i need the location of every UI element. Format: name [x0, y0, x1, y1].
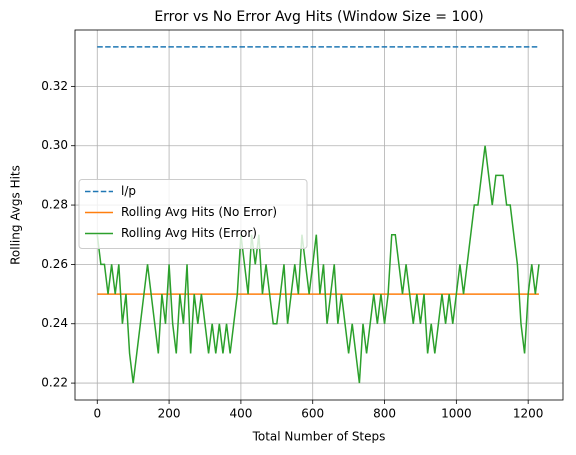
- y-axis-label: Rolling Avgs Hits: [9, 165, 23, 265]
- y-tick-label: 0.22: [41, 376, 68, 390]
- y-tick-label: 0.24: [41, 316, 68, 330]
- x-axis-label: Total Number of Steps: [252, 430, 386, 444]
- x-tick-label: 1200: [513, 407, 544, 421]
- x-tick-label: 1000: [441, 407, 472, 421]
- x-tick-label: 400: [229, 407, 252, 421]
- line-series: [96, 145, 540, 384]
- legend-box: [78, 179, 308, 249]
- y-tick-label: 0.28: [41, 198, 68, 212]
- y-tick-label: 0.30: [41, 138, 68, 152]
- legend-label: Rolling Avg Hits (Error): [121, 226, 257, 240]
- x-tick-label: 200: [158, 407, 181, 421]
- x-tick-label: 800: [373, 407, 396, 421]
- y-tick-label: 0.32: [41, 79, 68, 93]
- chart-title: Error vs No Error Avg Hits (Window Size …: [154, 9, 483, 25]
- legend-label: l/p: [121, 184, 136, 198]
- legend-label: Rolling Avg Hits (No Error): [121, 205, 277, 219]
- x-tick-label: 0: [93, 407, 101, 421]
- y-tick-label: 0.26: [41, 257, 68, 271]
- axes-frame: [74, 29, 564, 401]
- x-tick-label: 600: [301, 407, 324, 421]
